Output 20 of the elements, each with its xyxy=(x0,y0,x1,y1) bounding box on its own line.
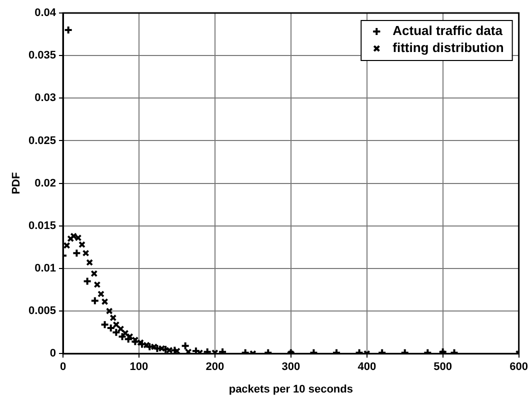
y-tick-label: 0 xyxy=(50,348,56,360)
y-tick-label: 0.02 xyxy=(34,177,56,190)
x-tick-label: 600 xyxy=(510,361,528,374)
y-tick-label: 0.035 xyxy=(28,50,56,62)
x-tick-label: 100 xyxy=(130,361,148,374)
x-tick-label: 0 xyxy=(60,361,66,374)
x-tick-label: 200 xyxy=(206,361,224,374)
y-tick-label: 0.015 xyxy=(28,220,56,232)
y-axis-title: PDF xyxy=(10,172,23,194)
legend-label: fitting distribution xyxy=(392,40,504,56)
y-tick-label: 0.01 xyxy=(34,262,56,274)
y-tick-label: 0.025 xyxy=(28,134,56,147)
x-tick-label: 400 xyxy=(358,361,376,374)
x-axis-title: packets per 10 seconds xyxy=(228,383,353,396)
x-tick-label: 300 xyxy=(282,361,300,374)
y-tick-label: 0.005 xyxy=(28,305,56,318)
legend-label: Actual traffic data xyxy=(392,23,504,38)
x-tick-label: 500 xyxy=(434,361,452,374)
y-tick-label: 0.03 xyxy=(34,92,56,104)
y-tick-label: 0.04 xyxy=(34,7,57,20)
